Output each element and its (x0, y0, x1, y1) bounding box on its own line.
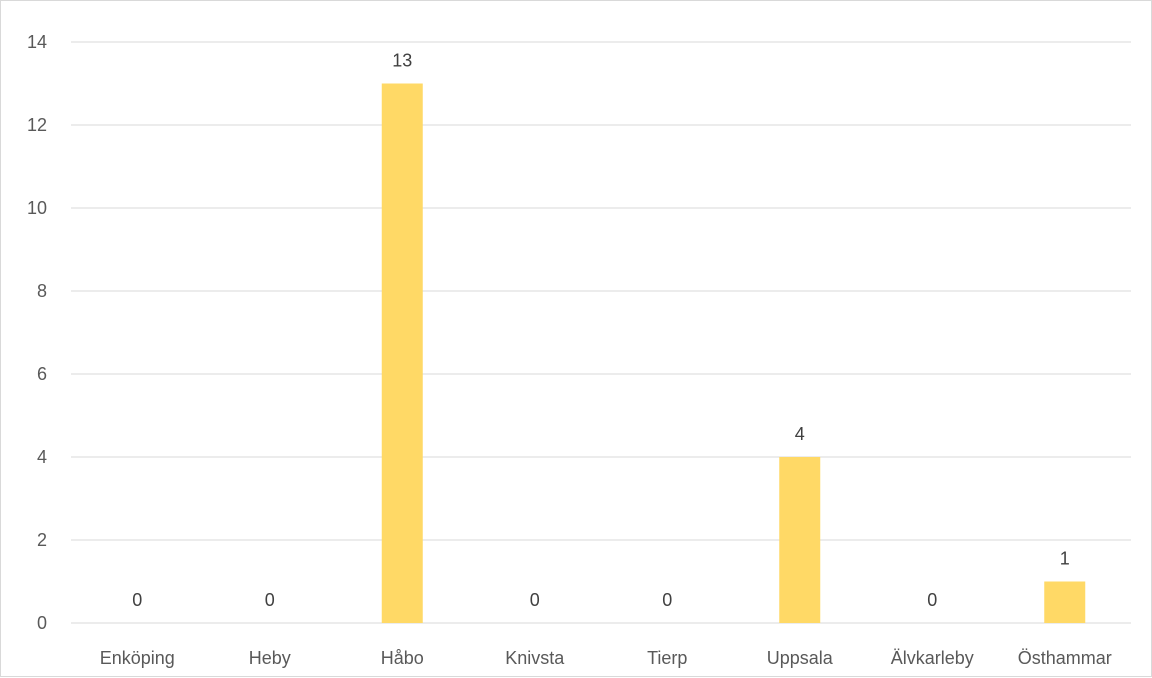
gridlines (71, 41, 1131, 624)
category-label: Håbo (381, 648, 424, 668)
data-label: 0 (927, 590, 937, 610)
y-axis-ticks: 0 2 4 6 8 10 12 14 (27, 32, 47, 633)
y-tick-label: 4 (37, 447, 47, 467)
category-label: Uppsala (767, 648, 834, 668)
y-tick-label: 6 (37, 364, 47, 384)
data-label: 4 (795, 424, 805, 444)
data-labels: 0 0 13 0 0 4 0 1 (132, 51, 1070, 611)
x-axis-categories: Enköping Heby Håbo Knivsta Tierp Uppsala Älvka… (100, 648, 1112, 668)
data-label: 0 (530, 590, 540, 610)
y-tick-label: 14 (27, 32, 47, 52)
category-label: Heby (249, 648, 291, 668)
data-label: 0 (265, 590, 275, 610)
category-label: Östhammar (1018, 648, 1112, 668)
category-label: Enköping (100, 648, 175, 668)
y-tick-label: 2 (37, 530, 47, 550)
bars (381, 83, 1086, 623)
bar (1044, 581, 1086, 623)
y-tick-label: 12 (27, 115, 47, 135)
category-label: Knivsta (505, 648, 565, 668)
y-tick-label: 0 (37, 613, 47, 633)
data-label: 0 (662, 590, 672, 610)
data-label: 13 (392, 51, 412, 71)
data-label: 1 (1060, 549, 1070, 569)
category-label: Tierp (647, 648, 687, 668)
data-label: 0 (132, 590, 142, 610)
y-tick-label: 8 (37, 281, 47, 301)
y-tick-label: 10 (27, 198, 47, 218)
bar (381, 83, 423, 623)
category-label: Älvkarleby (891, 648, 974, 668)
bar (779, 457, 821, 623)
